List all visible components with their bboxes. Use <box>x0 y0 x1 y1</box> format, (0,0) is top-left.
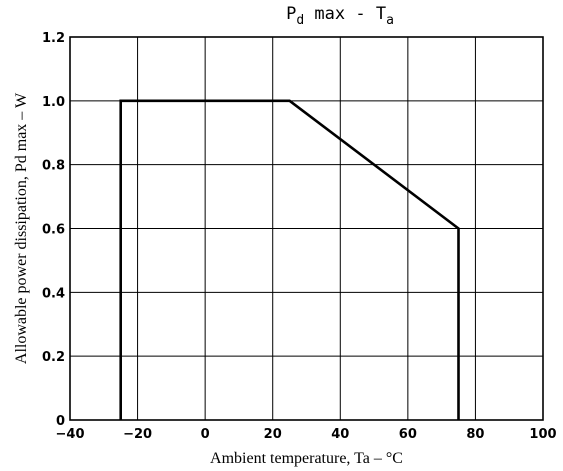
x-tick-label: 0 <box>201 427 210 442</box>
x-tick-label: 60 <box>399 427 417 442</box>
y-tick-label: 0.4 <box>42 286 65 301</box>
series-line <box>119 99 460 420</box>
chart-title-prefix-sub: d <box>296 13 304 28</box>
chart-title-middle: max - T <box>304 4 386 24</box>
x-tick-label: −40 <box>56 427 85 442</box>
y-tick-label: 0.8 <box>42 159 65 174</box>
y-tick-label: 0 <box>56 414 65 429</box>
chart-title: Pd max - Ta <box>286 4 394 28</box>
y-tick-label: 0.6 <box>42 223 65 238</box>
x-tick-label: −20 <box>123 427 152 442</box>
y-tick-label: 1.0 <box>42 95 65 110</box>
plot-frame <box>69 36 544 421</box>
chart-title-suffix-sub: a <box>386 13 394 28</box>
x-axis-label: Ambient temperature, Ta – °C <box>210 450 403 467</box>
x-tick-label: 80 <box>466 427 484 442</box>
x-tick-labels: −40 −20 0 20 40 60 80 100 <box>56 427 557 442</box>
x-tick-label: 40 <box>331 427 349 442</box>
chart-title-prefix: P <box>286 4 296 24</box>
y-axis-label: Allowable power dissipation, Pd max – W <box>13 92 30 364</box>
y-tick-label: 0.2 <box>42 350 65 365</box>
x-tick-label: 20 <box>264 427 282 442</box>
x-tick-label: 100 <box>529 427 556 442</box>
grid <box>70 37 543 420</box>
y-tick-label: 1.2 <box>42 31 65 46</box>
y-tick-labels: 0 0.2 0.4 0.6 0.8 1.0 1.2 <box>42 31 65 429</box>
